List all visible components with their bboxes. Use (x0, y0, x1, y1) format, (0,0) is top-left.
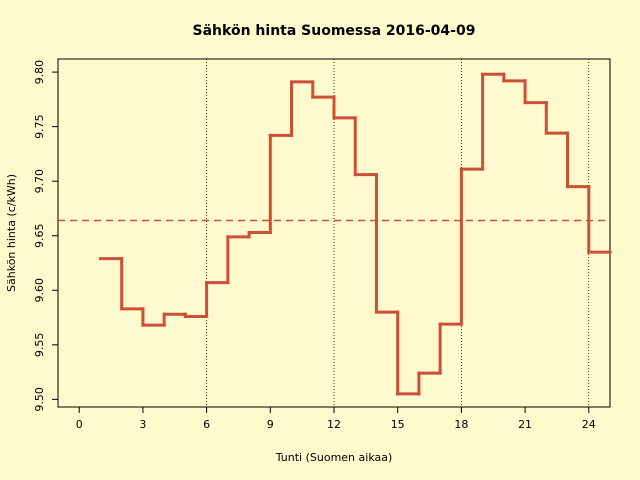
x-tick-label: 9 (267, 418, 274, 431)
x-tick-label: 15 (391, 418, 405, 431)
y-tick-label: 9.55 (33, 333, 46, 358)
x-tick-label: 6 (203, 418, 210, 431)
x-tick-label: 18 (454, 418, 468, 431)
x-tick-label: 24 (582, 418, 596, 431)
y-tick-label: 9.60 (33, 278, 46, 303)
x-axis-label: Tunti (Suomen aikaa) (275, 451, 393, 464)
x-tick-label: 3 (139, 418, 146, 431)
x-tick-label: 21 (518, 418, 532, 431)
x-tick-label: 0 (76, 418, 83, 431)
y-tick-label: 9.80 (33, 60, 46, 85)
y-tick-label: 9.65 (33, 223, 46, 248)
y-tick-label: 9.70 (33, 169, 46, 194)
x-tick-label: 12 (327, 418, 341, 431)
chart-title: Sähkön hinta Suomessa 2016-04-09 (193, 23, 476, 39)
y-tick-label: 9.75 (33, 114, 46, 138)
y-tick-label: 9.50 (33, 387, 46, 412)
y-axis-label: Sähkön hinta (c/kWh) (5, 174, 18, 292)
